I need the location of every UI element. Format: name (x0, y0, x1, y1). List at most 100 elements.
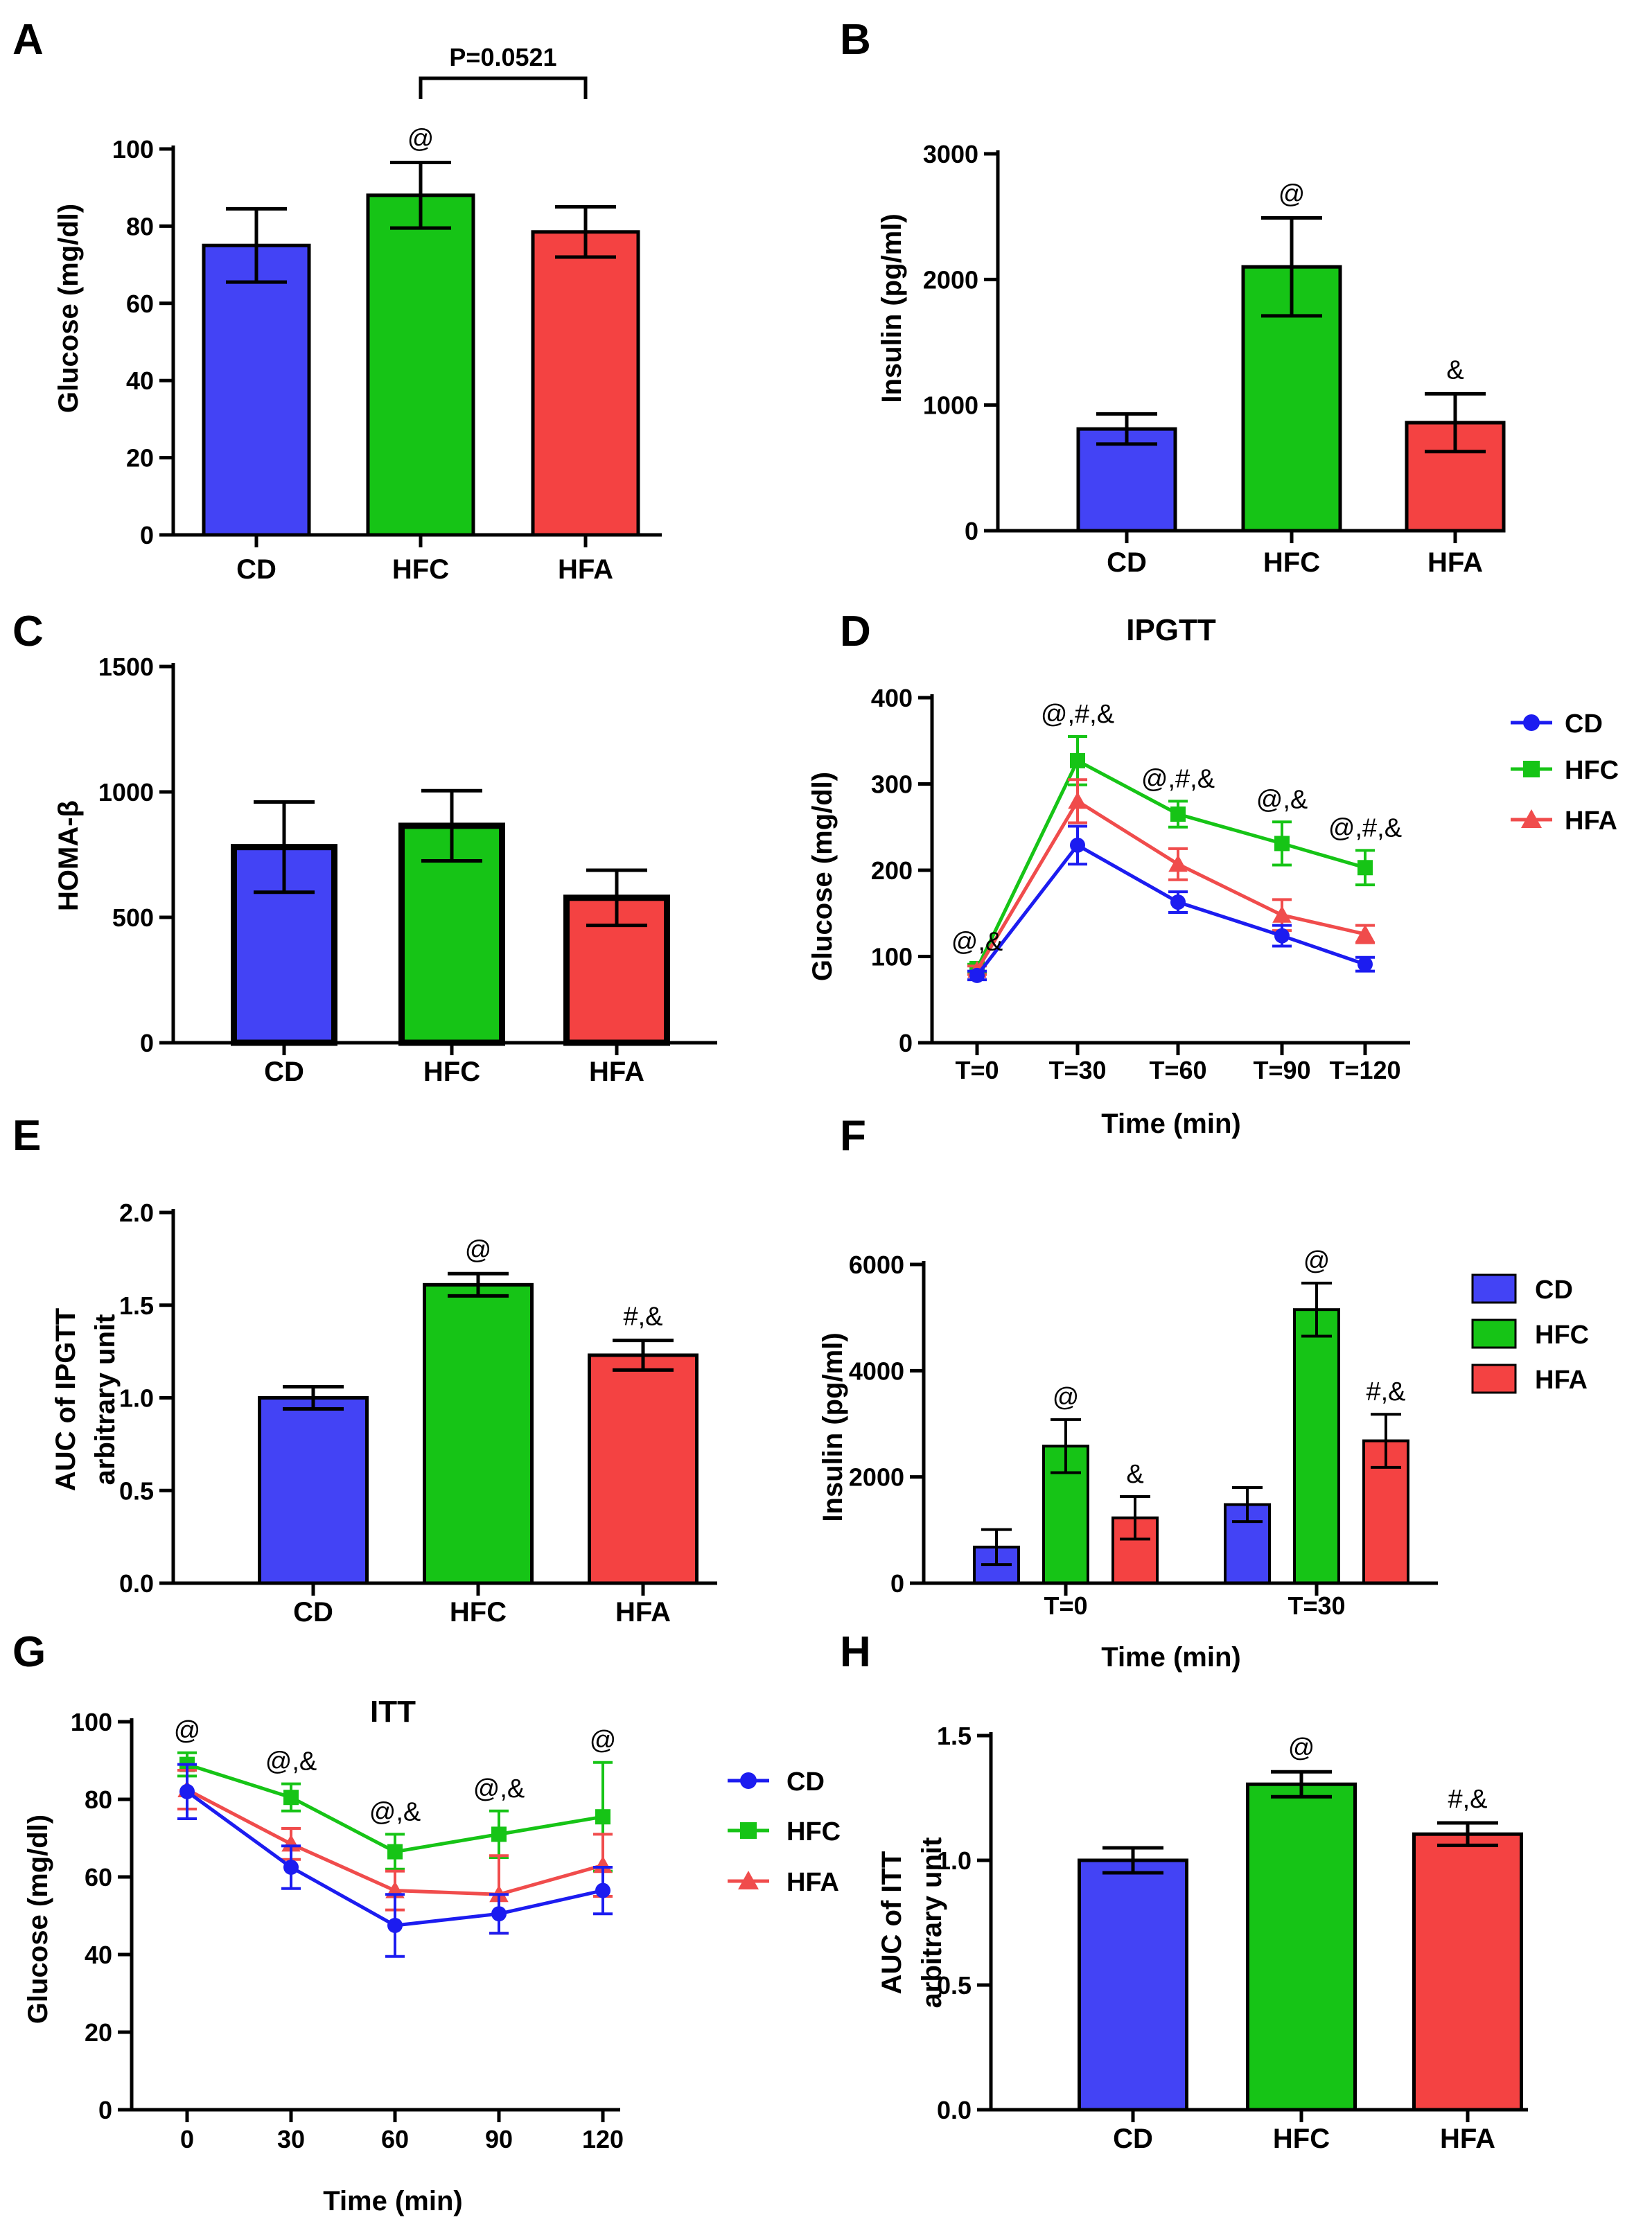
significance-label: @ (1288, 1734, 1315, 1763)
significance-label: @ (407, 124, 434, 153)
bar-hfa (531, 230, 640, 537)
bar-cd (1078, 1858, 1188, 2112)
y-axis-title: HOMA-β (53, 800, 84, 911)
panel-h: H 0.0 0.5 1.0 1.5 AUC of ITT arbitrary unit CD @… (840, 1628, 1528, 2154)
marker-circle (1357, 956, 1373, 972)
y-tick-label: 0.5 (119, 1476, 154, 1505)
y-tick-label: 2000 (923, 265, 978, 294)
significance-label: @ (1053, 1383, 1080, 1412)
y-tick-label: 2000 (849, 1463, 904, 1492)
significance-label: #,& (1448, 1785, 1487, 1814)
y-tick-label: 1000 (923, 391, 978, 420)
chart-title: ITT (370, 1695, 416, 1729)
marker-square (387, 1844, 403, 1860)
y-tick-label: 100 (71, 1708, 112, 1736)
x-tick-label: 120 (582, 2125, 624, 2153)
legend: CD HFC HFA (1511, 709, 1619, 836)
x-category-label: CD (236, 554, 276, 585)
y-tick-label: 1.5 (937, 1722, 972, 1750)
chart-title: IPGTT (1126, 613, 1216, 647)
y-tick-label: 0.5 (937, 1971, 972, 2000)
bar-hfc (423, 1282, 534, 1585)
bar-hfc (1042, 1445, 1089, 1585)
panel-letter: C (12, 608, 44, 655)
significance-label: @,& (369, 1797, 421, 1826)
y-axis-title: AUC of ITT (877, 1851, 907, 1995)
y-axis-title: AUC of IPGTT (51, 1308, 81, 1491)
x-tick-label: 0 (180, 2125, 194, 2153)
bar-hfa (1412, 1832, 1523, 2112)
y-tick-label: 80 (85, 1785, 112, 1814)
x-category-label: CD (293, 1597, 333, 1628)
marker-square (491, 1826, 507, 1842)
significance-label: & (1446, 355, 1464, 385)
panel-b: B 0 1000 2000 3000 Insulin (pg/ml) CD @ HFC & HFA (840, 16, 1506, 578)
bar-cd (202, 243, 311, 537)
panel-g: G ITT 0 20 40 60 80 100 Glucose (mg/dl) 0 30 60 90 12… (12, 1628, 841, 2216)
panel-c: C 0 500 1000 1500 HOMA-β CD HFC HFA (12, 608, 717, 1087)
y-tick-label: 0.0 (937, 2096, 972, 2124)
legend: CD HFC HFA (728, 1767, 841, 1897)
y-tick-label: 3000 (923, 140, 978, 168)
significance-label: @ (590, 1726, 617, 1755)
y-axis-title: Insulin (pg/ml) (818, 1332, 848, 1522)
bar-cd (258, 1396, 369, 1585)
y-tick-label: 0 (140, 1029, 154, 1057)
marker-circle (387, 1918, 403, 1933)
panel-letter: B (840, 16, 871, 64)
x-category-label: CD (1113, 2124, 1153, 2154)
panel-letter: A (12, 16, 44, 64)
legend-label: HFA (1535, 1366, 1588, 1395)
significance-label: @,#,& (1328, 813, 1402, 843)
legend-label: CD (1565, 709, 1603, 739)
panel-letter: F (840, 1112, 866, 1160)
x-category-label: HFA (1440, 2124, 1495, 2154)
marker-square (740, 1822, 757, 1839)
marker-circle (491, 1906, 507, 1922)
bar-hfc (1293, 1308, 1340, 1585)
significance-label: @ (465, 1235, 492, 1264)
panel-d: D IPGTT 0 100 200 300 400 Glucose (mg/dl) T=0 T=3… (807, 608, 1619, 1139)
x-tick-label: 30 (277, 2125, 305, 2153)
y-tick-label: 20 (126, 444, 154, 473)
panel-f: F 0 2000 4000 6000 Insulin (pg/ml) @ & T=0 @ #,& T=… (818, 1112, 1589, 1673)
x-tick-label: T=0 (955, 1056, 999, 1084)
marker-triangle (1168, 854, 1188, 872)
legend-label: HFC (1535, 1321, 1589, 1350)
y-axis-title: Glucose (mg/dl) (807, 772, 838, 981)
y-tick-label: 0 (140, 521, 154, 549)
y-axis-title: Glucose (mg/dl) (23, 1815, 53, 2024)
series-cd (177, 1763, 613, 1958)
y-tick-label: 0 (890, 1569, 904, 1598)
y-tick-label: 40 (126, 367, 154, 395)
x-axis-title: Time (min) (1101, 1642, 1241, 1673)
marker-circle (740, 1772, 757, 1789)
x-category-label: HFA (1427, 547, 1483, 578)
significance-label: @,& (1256, 785, 1308, 814)
x-category-label: HFC (1273, 2124, 1330, 2154)
bracket-p-value: P=0.0521 (449, 43, 556, 71)
significance-label: @,& (473, 1774, 525, 1804)
legend-swatch (1471, 1364, 1517, 1394)
marker-circle (1274, 928, 1290, 944)
panel-letter: H (840, 1628, 871, 1676)
significance-label: @ (174, 1716, 201, 1745)
x-category-label: HFA (589, 1057, 644, 1087)
x-category-label: HFC (392, 554, 449, 585)
marker-circle (179, 1783, 195, 1799)
marker-triangle (1272, 905, 1292, 923)
y-tick-label: 1.0 (119, 1384, 154, 1413)
significance-label: #,& (623, 1303, 662, 1332)
legend-label: HFC (1565, 756, 1619, 785)
x-category-label: HFC (423, 1057, 480, 1087)
bar-hfa (588, 1353, 698, 1585)
marker-circle (1170, 894, 1186, 910)
legend-swatch (1471, 1273, 1517, 1304)
legend-swatch (1471, 1319, 1517, 1349)
x-category-label: CD (264, 1057, 304, 1087)
significance-label: @,#,& (1041, 700, 1114, 729)
x-tick-label: 60 (381, 2125, 409, 2153)
marker-circle (1523, 714, 1540, 731)
x-category-label: CD (1107, 547, 1147, 578)
marker-square (1523, 761, 1540, 777)
